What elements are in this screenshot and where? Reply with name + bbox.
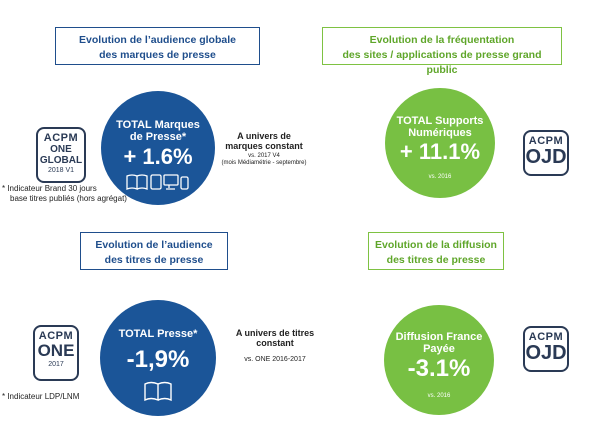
heading-audience-titres: Evolution de l’audience des titres de pr… (80, 232, 228, 270)
footnote-brand: * Indicateur Brand 30 jours base titres … (2, 184, 127, 203)
heading-audience-globale: Evolution de l’audience globale des marq… (55, 27, 260, 65)
value-marques: + 1.6% (123, 144, 193, 169)
heading-frequentation: Evolution de la fréquentation des sites … (322, 27, 562, 76)
book-icon (126, 174, 148, 190)
side-note-titres: A univers de titres constant vs. ONE 201… (235, 328, 315, 363)
acpm-ojd-logo-2: ACPM OJD (523, 326, 569, 372)
side-note-marques: A univers de marques constant vs. 2017 V… (221, 131, 307, 166)
devices-icon (125, 173, 191, 191)
circle-diffusion-france: Diffusion France Payée -3.1% vs. 2016 (384, 305, 494, 415)
book-icon (143, 380, 173, 402)
footnote-ldp: * Indicateur LDP/LNM (2, 392, 80, 401)
circle-total-presse: TOTAL Presse* -1,9% (100, 300, 216, 416)
value-presse: -1,9% (126, 346, 190, 373)
acpm-one-logo: ACPM ONE 2017 (33, 325, 79, 381)
acpm-ojd-logo: ACPM OJD (523, 130, 569, 176)
value-diffusion: -3.1% (407, 355, 471, 382)
phone-icon (180, 176, 189, 190)
tablet-icon (150, 174, 162, 190)
monitor-icon (163, 174, 179, 186)
value-supports: + 11.1% (399, 139, 481, 164)
circle-total-marques: TOTAL Marques de Presse* + 1.6% (101, 91, 215, 205)
heading-diffusion: Evolution de la diffusion des titres de … (368, 232, 504, 270)
circle-supports-numeriques: TOTAL Supports Numériques + 11.1% vs. 20… (385, 88, 495, 198)
acpm-one-global-logo: ACPM ONE GLOBAL 2018 V1 (36, 127, 86, 183)
